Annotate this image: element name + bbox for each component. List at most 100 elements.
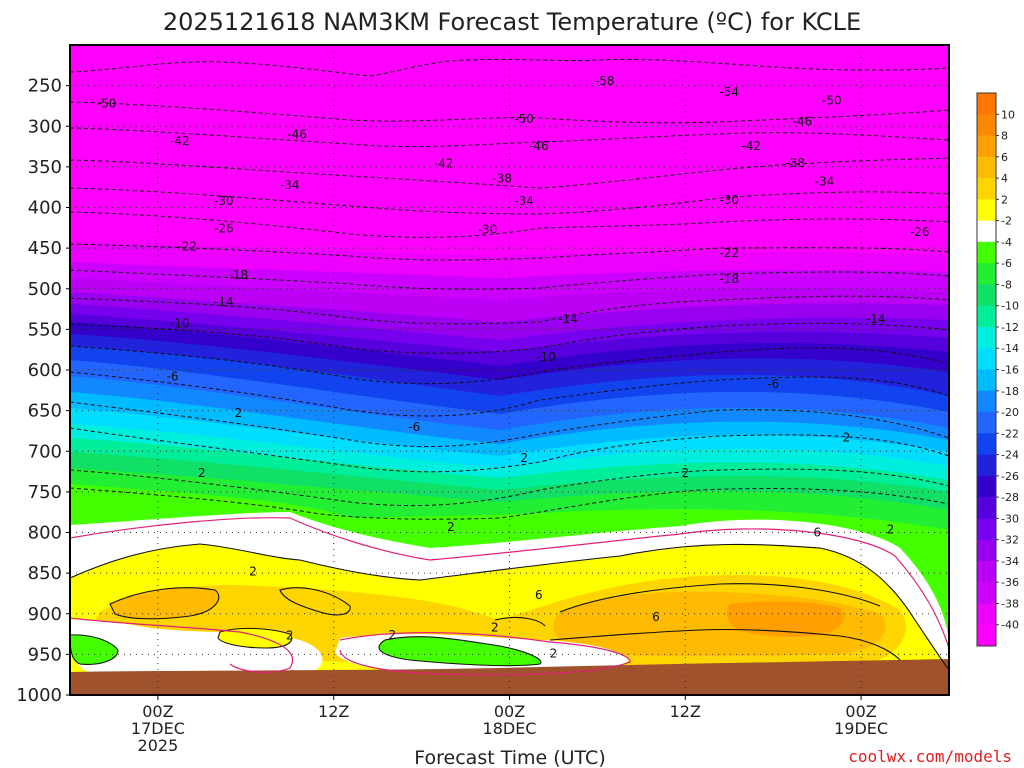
- contour-label: 2: [286, 629, 294, 643]
- contour-label: -30: [478, 222, 498, 236]
- colorbar-label: -2: [1001, 215, 1012, 228]
- contour-label: 2: [249, 565, 257, 579]
- contour-label: -26: [214, 222, 234, 236]
- colorbar-label: 8: [1001, 130, 1008, 143]
- colorbar-swatch: [977, 220, 996, 243]
- band-plus-8: [726, 601, 844, 637]
- colorbar-label: -40: [1001, 619, 1019, 632]
- colorbar-swatch: [977, 603, 996, 626]
- colorbar-swatch: [977, 412, 996, 434]
- contour-label: 2: [887, 522, 895, 536]
- colorbar-swatch: [977, 263, 996, 285]
- contour-label: 2: [520, 451, 528, 465]
- contour-label: -26: [910, 225, 930, 239]
- y-tick-label: 550: [28, 319, 62, 340]
- contour-label: -18: [229, 268, 249, 282]
- colorbar-label: 2: [1001, 193, 1008, 206]
- colorbar-label: -38: [1001, 597, 1019, 610]
- contour-label: -38: [492, 171, 512, 185]
- colorbar-label: -34: [1001, 555, 1019, 568]
- x-tick-label: 17DEC: [131, 719, 185, 738]
- cold-pocket-4: [378, 636, 541, 666]
- y-tick-label: 750: [28, 482, 62, 503]
- colorbar-label: -20: [1001, 406, 1019, 419]
- contour-label: -22: [719, 246, 739, 260]
- x-axis-label: Forecast Time (UTC): [414, 747, 605, 768]
- x-tick-label: 00Z: [142, 702, 173, 721]
- contour-label: -50: [822, 93, 842, 107]
- plot-area: [70, 45, 949, 695]
- colorbar-swatch: [977, 135, 996, 158]
- contour-label: -34: [815, 175, 835, 189]
- colorbar-swatch: [977, 156, 996, 179]
- colorbar-swatch: [977, 582, 996, 604]
- contour-label: -46: [793, 114, 813, 128]
- contour-label: -42: [434, 157, 454, 171]
- colorbar-label: -18: [1001, 385, 1019, 398]
- grid-lines: [70, 45, 949, 695]
- contour-label: 2: [681, 466, 689, 480]
- contour-label: -14: [214, 295, 234, 309]
- colorbar-swatch: [977, 624, 996, 647]
- colorbar-label: 6: [1001, 151, 1008, 164]
- colorbar-swatch: [977, 497, 996, 519]
- colorbar-swatch: [977, 241, 996, 264]
- colorbar-swatch: [977, 178, 996, 200]
- contour-label: -50: [97, 97, 117, 111]
- y-tick-label: 500: [28, 279, 62, 300]
- contour-label: -10: [170, 317, 190, 331]
- contour-label: 2: [843, 430, 851, 444]
- contour-label: 2: [447, 520, 455, 534]
- chart-title: 2025121618 NAM3KM Forecast Temperature (…: [163, 8, 861, 36]
- contour-label: -42: [741, 139, 761, 153]
- cold-pocket-2: [70, 634, 118, 665]
- y-tick-label: 850: [28, 563, 62, 584]
- colorbar-label: -12: [1001, 321, 1019, 334]
- x-tick-label: 2025: [138, 736, 179, 755]
- colorbar-swatch: [977, 433, 996, 456]
- contour-label: -14: [558, 312, 578, 326]
- x-tick-label: 18DEC: [483, 719, 537, 738]
- colorbar-swatch: [977, 93, 996, 115]
- y-axis: 250 300 350 400 450 500 550 600 650 700 750 800 850 9…: [16, 76, 70, 706]
- colorbar: 10 8 6 4 2 -2 -4 -6 -8 -10 -12 -14 -16 -18 -20 -22 -24 -2…: [976, 92, 1019, 647]
- colorbar-swatch: [977, 326, 996, 349]
- y-tick-label: 400: [28, 198, 62, 219]
- colorbar-label: -6: [1001, 257, 1012, 270]
- y-tick-label: 900: [28, 604, 62, 625]
- y-tick-label: 700: [28, 441, 62, 462]
- colorbar-label: 10: [1001, 108, 1015, 121]
- contour-label: -34: [514, 194, 534, 208]
- y-tick-label: 650: [28, 401, 62, 422]
- contour-label: -22: [177, 240, 197, 254]
- contour-label: -34: [280, 178, 300, 192]
- contour-label: -14: [866, 312, 886, 326]
- y-tick-label: 800: [28, 523, 62, 544]
- contour-label: -6: [767, 377, 779, 391]
- y-tick-label: 950: [28, 644, 62, 665]
- colorbar-swatch: [977, 305, 996, 328]
- contour-label: 2: [491, 621, 499, 635]
- colorbar-swatch: [977, 454, 996, 477]
- contour-label: -54: [719, 85, 739, 99]
- contour-label: 2: [235, 406, 243, 420]
- colorbar-label: -26: [1001, 470, 1019, 483]
- colorbar-label: 4: [1001, 172, 1008, 185]
- warm-pocket-1: [218, 628, 292, 648]
- credit-text: coolwx.com/models: [848, 747, 1012, 766]
- x-tick-label: 12Z: [670, 702, 701, 721]
- solid-contours: [70, 543, 949, 671]
- contour-label: -42: [170, 134, 190, 148]
- colorbar-label: -32: [1001, 534, 1019, 547]
- colorbar-label: -10: [1001, 300, 1019, 313]
- colorbar-swatch: [977, 348, 996, 370]
- cold-pocket-1: [70, 619, 323, 678]
- contour-label: -46: [529, 139, 549, 153]
- contour-label: 2: [198, 466, 206, 480]
- colorbar-label: -36: [1001, 576, 1019, 589]
- colorbar-swatch: [977, 114, 996, 137]
- contour-label: 6: [652, 610, 660, 624]
- contour-label: 2: [550, 647, 558, 661]
- dashed-contours: [70, 58, 949, 520]
